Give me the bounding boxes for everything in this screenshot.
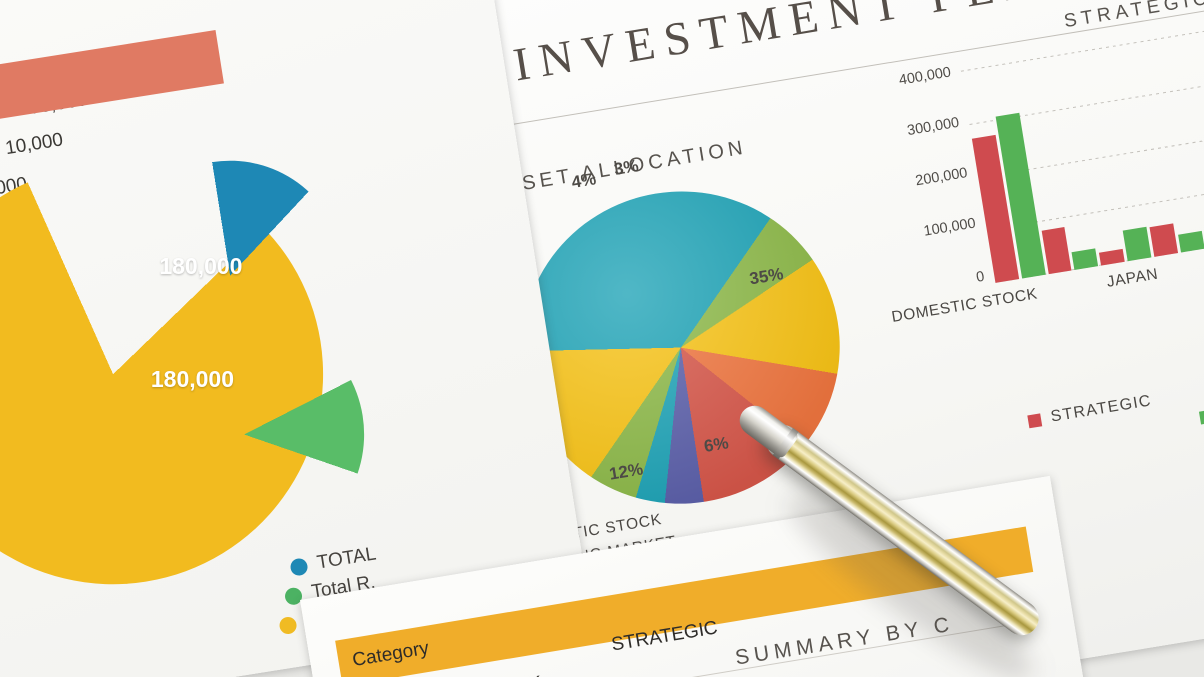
strategic-vs-tactical-bar-chart bbox=[960, 0, 1204, 283]
pie-pct-6: 6% bbox=[702, 433, 730, 456]
legend-label-strategic: STRATEGIC bbox=[1049, 392, 1154, 426]
bar-legend-item-tactical[interactable]: TACTICAL bbox=[1198, 391, 1204, 426]
bar-ytick-400000: 400,000 bbox=[897, 64, 953, 89]
pie-pct-4: 4% bbox=[570, 169, 598, 192]
bar-ytick-300000: 300,000 bbox=[906, 114, 961, 140]
bar-ytick-100000: 100,000 bbox=[922, 215, 977, 240]
bar-tactical-1 bbox=[1072, 248, 1099, 270]
legend-swatch-strategic bbox=[1027, 412, 1043, 428]
strategic-vs-tactical-title: STRATEGIC VS. TACT bbox=[1062, 0, 1204, 33]
bar-legend-item-strategic[interactable]: STRATEGIC bbox=[1027, 392, 1153, 430]
value-10-000: 10,000 bbox=[3, 129, 65, 160]
red-bar-segment bbox=[0, 29, 224, 120]
legend-swatch-tactical bbox=[1198, 409, 1204, 425]
bar-strategic-2 bbox=[1099, 248, 1125, 266]
bar-tactical-2 bbox=[1122, 226, 1152, 262]
pie-label-green: 180,000 bbox=[150, 365, 235, 392]
bar-ytick-200000: 200,000 bbox=[914, 165, 969, 190]
bar-xtick-japan: JAPAN bbox=[1105, 265, 1160, 291]
bar-series-container bbox=[961, 0, 1204, 283]
bar-strategic-3 bbox=[1149, 223, 1178, 257]
left-pie-chart: 180,000 180,000 180,000 bbox=[0, 133, 382, 615]
pie-pct-3: 3% bbox=[612, 156, 640, 179]
pie-label-blue: 180,000 bbox=[159, 253, 243, 280]
bar-strategic-1 bbox=[1041, 226, 1072, 275]
bar-tactical-3 bbox=[1177, 230, 1204, 253]
legend-dot-total-c bbox=[278, 615, 298, 635]
legend-dot-total bbox=[289, 556, 309, 577]
